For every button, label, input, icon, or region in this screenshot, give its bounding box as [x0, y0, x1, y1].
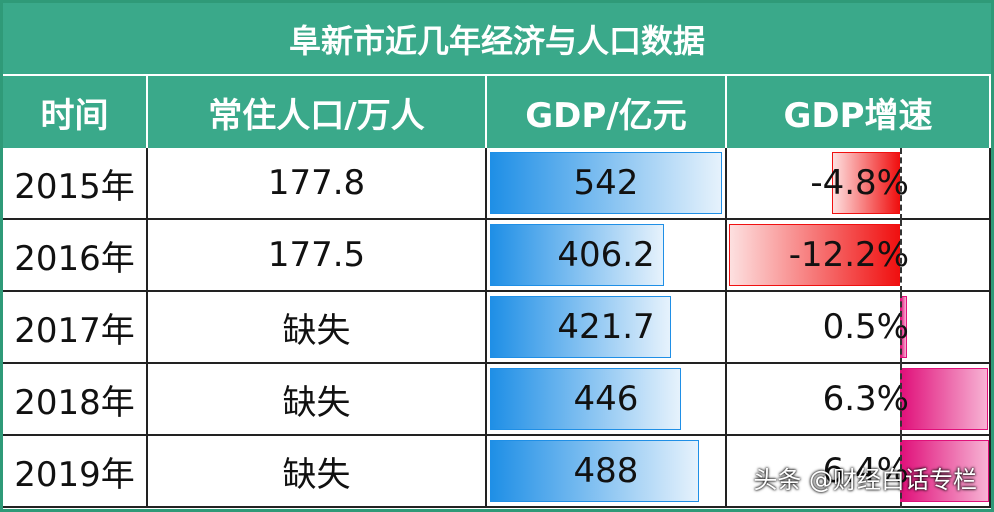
- table-cell: 177.8: [148, 148, 487, 220]
- column-header: 时间: [3, 76, 148, 148]
- table-cell: 2015年: [3, 148, 148, 220]
- table-cell: 542: [487, 148, 727, 220]
- table-cell: 2018年: [3, 364, 148, 436]
- gdp-bar: [490, 440, 699, 502]
- growth-bar: [832, 152, 900, 214]
- table-cell: -4.8%: [727, 148, 991, 220]
- table-cell: 6.3%: [727, 364, 991, 436]
- cell-text: 缺失: [282, 454, 351, 495]
- table-cell: 缺失: [148, 292, 487, 364]
- header-text: 常住人口/万人: [208, 95, 425, 136]
- table-title: 阜新市近几年经济与人口数据: [3, 3, 991, 76]
- cell-text: 2017年: [14, 310, 135, 351]
- watermark: 头条 @财经白话专栏: [753, 466, 977, 494]
- table-cell: 6.4%: [727, 436, 991, 508]
- cell-text: 488: [573, 451, 639, 491]
- axis-line: [899, 220, 902, 292]
- table-cell: 488: [487, 436, 727, 508]
- axis-line: [899, 364, 902, 436]
- gdp-bar: [490, 152, 722, 214]
- cell-text: -12.2%: [788, 235, 909, 275]
- column-header: 常住人口/万人: [148, 76, 487, 148]
- table-cell: 缺失: [148, 436, 487, 508]
- cell-text: 406.2: [557, 235, 655, 275]
- table-cell: -12.2%: [727, 220, 991, 292]
- cell-text: 421.7: [557, 307, 655, 347]
- cell-text: 2018年: [14, 382, 135, 423]
- table-cell: 2017年: [3, 292, 148, 364]
- cell-text: 2016年: [14, 238, 135, 279]
- title-text: 阜新市近几年经济与人口数据: [288, 21, 705, 60]
- cell-text: 177.8: [267, 163, 366, 203]
- gdp-bar: [490, 368, 681, 430]
- gdp-bar: [490, 224, 664, 286]
- table-cell: 2016年: [3, 220, 148, 292]
- axis-line: [899, 292, 902, 364]
- growth-bar: [729, 224, 900, 286]
- cell-text: 0.5%: [822, 307, 909, 347]
- column-header: GDP/亿元: [487, 76, 727, 148]
- cell-text: 6.3%: [822, 379, 909, 419]
- table-cell: 406.2: [487, 220, 727, 292]
- cell-text: 缺失: [282, 310, 351, 351]
- axis-line: [899, 148, 902, 220]
- cell-text: 2019年: [14, 454, 135, 495]
- cell-text: 542: [573, 163, 639, 203]
- axis-line: [899, 436, 902, 508]
- cell-text: -4.8%: [810, 163, 909, 203]
- gdp-bar: [490, 296, 671, 358]
- growth-bar: [899, 440, 989, 502]
- table-cell: 2019年: [3, 436, 148, 508]
- cell-text: 446: [573, 379, 639, 419]
- table-cell: 缺失: [148, 364, 487, 436]
- header-text: 时间: [40, 95, 109, 136]
- cell-text: 6.4%: [822, 451, 909, 491]
- header-text: GDP增速: [783, 95, 933, 136]
- cell-text: 177.5: [267, 235, 366, 275]
- table-cell: 0.5%: [727, 292, 991, 364]
- growth-bar: [899, 368, 988, 430]
- table-cell: 446: [487, 364, 727, 436]
- column-header: GDP增速: [727, 76, 991, 148]
- table-cell: 421.7: [487, 292, 727, 364]
- header-text: GDP/亿元: [525, 95, 687, 136]
- cell-text: 缺失: [282, 382, 351, 423]
- cell-text: 2015年: [14, 166, 135, 207]
- table-cell: 177.5: [148, 220, 487, 292]
